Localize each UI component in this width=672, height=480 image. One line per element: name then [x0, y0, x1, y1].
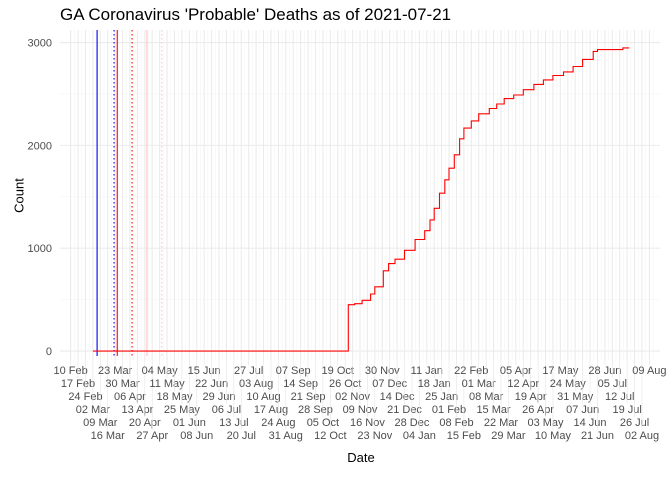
- x-tick-label: 14 Sep: [283, 378, 318, 390]
- x-tick-label: 10 May: [535, 430, 572, 442]
- x-axis-label: Date: [347, 450, 375, 465]
- x-tick-label: 17 May: [542, 365, 579, 377]
- x-tick-label: 29 Jun: [202, 391, 235, 403]
- x-tick-label: 04 Jan: [403, 430, 436, 442]
- x-tick-label: 17 Aug: [254, 404, 288, 416]
- x-tick-label: 06 Jul: [212, 404, 241, 416]
- x-tick-label: 15 Feb: [447, 430, 481, 442]
- x-tick-label: 10 Feb: [53, 365, 87, 377]
- x-tick-label: 13 Apr: [121, 404, 153, 416]
- x-tick-label: 01 Mar: [462, 378, 497, 390]
- x-tick-label: 07 Dec: [372, 378, 407, 390]
- x-tick-label: 22 Mar: [484, 417, 519, 429]
- x-tick-label: 19 Apr: [515, 391, 547, 403]
- x-tick-label: 16 Nov: [350, 417, 385, 429]
- y-tick-label: 1000: [28, 243, 52, 255]
- y-tick-label: 2000: [28, 140, 52, 152]
- x-tick-label: 18 May: [156, 391, 193, 403]
- x-tick-label: 07 Jun: [566, 404, 599, 416]
- x-tick-label: 08 Feb: [439, 417, 473, 429]
- x-tick-label: 12 Jul: [605, 391, 634, 403]
- x-tick-label: 11 May: [149, 378, 185, 390]
- x-tick-label: 20 Jul: [227, 430, 256, 442]
- x-tick-label: 16 Mar: [91, 430, 126, 442]
- x-tick-label: 21 Dec: [387, 404, 422, 416]
- x-tick-label: 29 Mar: [491, 430, 526, 442]
- data-series-line: [92, 47, 630, 352]
- x-tick-label: 24 Aug: [261, 417, 295, 429]
- x-tick-label: 31 Aug: [269, 430, 303, 442]
- x-tick-label: 15 Mar: [476, 404, 511, 416]
- x-tick-label: 05 Jul: [598, 378, 627, 390]
- y-tick-label: 3000: [28, 38, 52, 50]
- x-tick-label: 12 Oct: [314, 430, 346, 442]
- x-tick-label: 02 Mar: [76, 404, 111, 416]
- x-tick-label: 08 Jun: [180, 430, 213, 442]
- x-tick-label: 26 Jul: [620, 417, 649, 429]
- x-tick-label: 04 May: [142, 365, 179, 377]
- x-tick-label: 14 Jun: [574, 417, 607, 429]
- x-tick-label: 30 Nov: [365, 365, 400, 377]
- x-tick-label: 01 Jun: [173, 417, 206, 429]
- x-tick-label: 28 Jun: [588, 365, 621, 377]
- chart-title: GA Coronavirus 'Probable' Deaths as of 2…: [60, 5, 452, 24]
- x-tick-label: 25 Jan: [425, 391, 458, 403]
- x-tick-label: 28 Sep: [298, 404, 333, 416]
- x-tick-label: 30 Mar: [105, 378, 140, 390]
- x-tick-label: 08 Mar: [469, 391, 504, 403]
- x-tick-label: 21 Jun: [581, 430, 614, 442]
- x-tick-label: 02 Nov: [335, 391, 370, 403]
- x-tick-label: 22 Jun: [195, 378, 228, 390]
- x-tick-label: 05 Apr: [500, 365, 532, 377]
- x-tick-label: 03 May: [527, 417, 564, 429]
- x-tick-label: 21 Sep: [291, 391, 326, 403]
- x-tick-label: 22 Feb: [454, 365, 488, 377]
- y-tick-label: 0: [46, 346, 52, 358]
- x-tick-label: 23 Mar: [98, 365, 133, 377]
- x-tick-label: 07 Sep: [276, 365, 311, 377]
- x-tick-label: 06 Apr: [114, 391, 146, 403]
- x-tick-label: 19 Jul: [612, 404, 641, 416]
- x-tick-label: 11 Jan: [411, 365, 443, 377]
- x-tick-label: 09 Nov: [343, 404, 378, 416]
- x-tick-label: 20 Apr: [129, 417, 161, 429]
- x-tick-label: 12 Apr: [507, 378, 539, 390]
- x-tick-label: 03 Aug: [239, 378, 273, 390]
- x-tick-label: 15 Jun: [188, 365, 221, 377]
- x-tick-label: 09 Aug: [632, 365, 666, 377]
- x-tick-label: 14 Dec: [380, 391, 415, 403]
- x-tick-label: 27 Jul: [234, 365, 263, 377]
- x-tick-label: 10 Aug: [246, 391, 280, 403]
- x-tick-label: 13 Jul: [219, 417, 248, 429]
- x-tick-label: 02 Aug: [625, 430, 659, 442]
- x-tick-label: 19 Oct: [322, 365, 354, 377]
- x-tick-label: 26 Apr: [522, 404, 554, 416]
- x-tick-label: 23 Nov: [357, 430, 392, 442]
- x-tick-label: 24 Feb: [68, 391, 102, 403]
- x-tick-label: 17 Feb: [61, 378, 95, 390]
- x-tick-label: 05 Oct: [307, 417, 339, 429]
- x-tick-label: 01 Feb: [432, 404, 466, 416]
- x-tick-label: 18 Jan: [418, 378, 451, 390]
- x-tick-label: 27 Apr: [136, 430, 168, 442]
- x-tick-label: 26 Oct: [329, 378, 361, 390]
- x-tick-label: 28 Dec: [395, 417, 430, 429]
- x-tick-label: 31 May: [557, 391, 594, 403]
- x-tick-label: 25 May: [164, 404, 201, 416]
- x-tick-label: 09 Mar: [83, 417, 118, 429]
- x-tick-label: 24 May: [550, 378, 587, 390]
